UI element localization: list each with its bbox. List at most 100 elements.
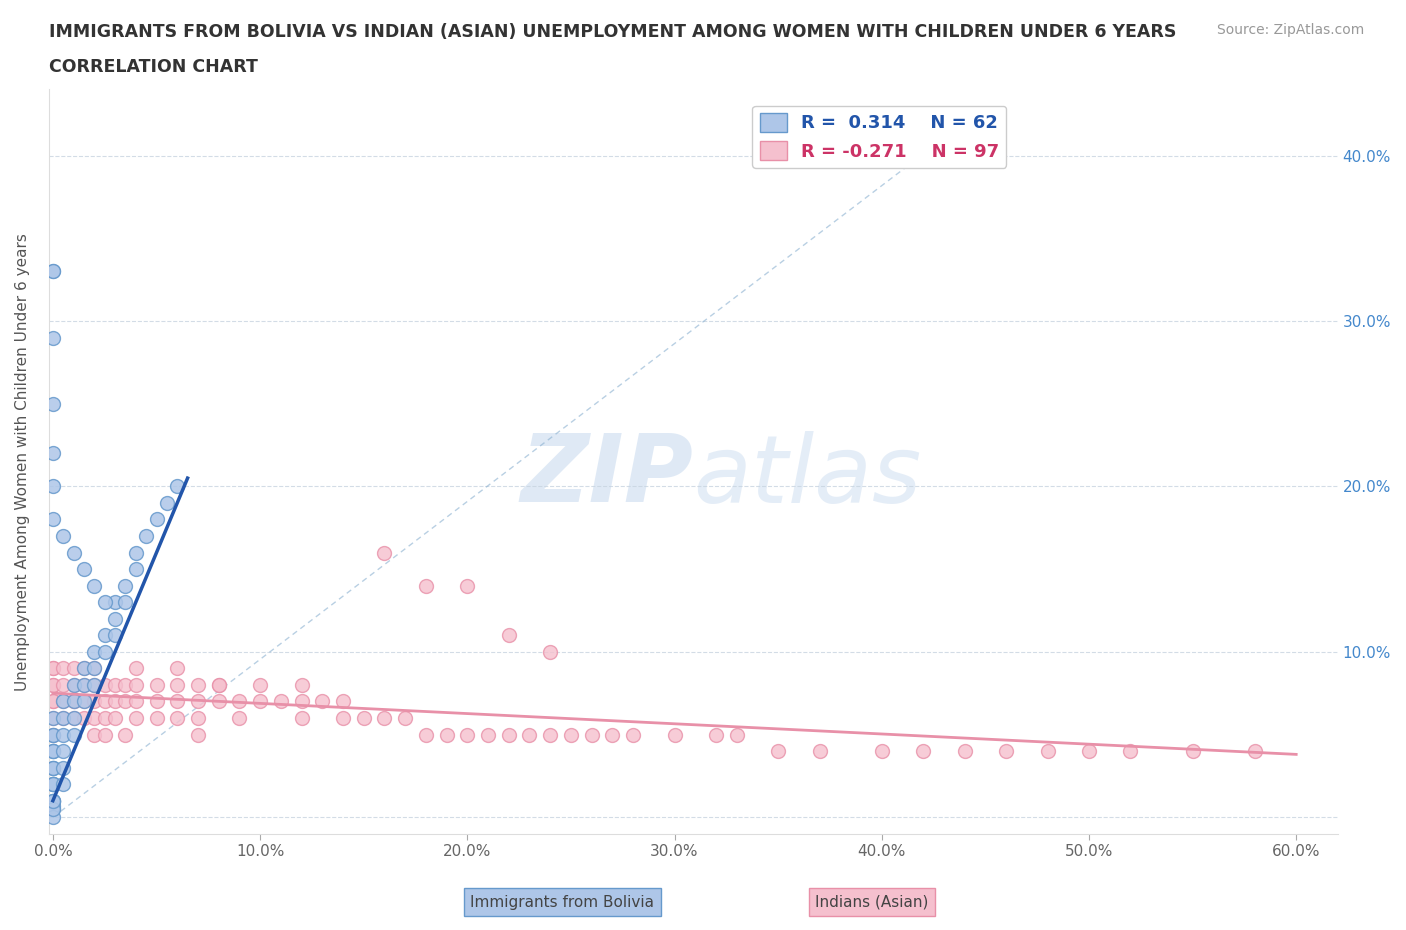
Point: [42, 777, 65, 791]
Point: [93, 694, 115, 709]
Point: [42, 677, 65, 692]
Point: [166, 694, 188, 709]
Point: [125, 661, 148, 676]
Point: [83, 661, 105, 676]
Point: [1243, 744, 1265, 759]
Text: CORRELATION CHART: CORRELATION CHART: [49, 58, 259, 75]
Point: [93, 595, 115, 610]
Point: [42, 661, 65, 676]
Point: [42, 793, 65, 808]
Point: [42, 760, 65, 775]
Point: [83, 711, 105, 725]
Point: [42, 802, 65, 817]
Point: [166, 677, 188, 692]
Point: [145, 694, 167, 709]
Point: [290, 677, 312, 692]
Point: [560, 727, 582, 742]
Text: Immigrants from Bolivia: Immigrants from Bolivia: [471, 895, 654, 910]
Point: [602, 727, 624, 742]
Point: [114, 677, 136, 692]
Point: [73, 677, 96, 692]
Text: ZIP: ZIP: [520, 431, 693, 523]
Point: [52, 711, 75, 725]
Point: [135, 528, 157, 543]
Point: [187, 711, 209, 725]
Point: [42, 798, 65, 813]
Point: [62, 694, 84, 709]
Point: [42, 777, 65, 791]
Point: [187, 727, 209, 742]
Point: [114, 727, 136, 742]
Point: [415, 727, 437, 742]
Point: [498, 727, 520, 742]
Point: [42, 727, 65, 742]
Point: [477, 727, 499, 742]
Point: [42, 396, 65, 411]
Point: [870, 744, 893, 759]
Point: [166, 661, 188, 676]
Point: [73, 661, 96, 676]
Point: [290, 711, 312, 725]
Point: [52, 727, 75, 742]
Point: [42, 802, 65, 817]
Point: [208, 677, 231, 692]
Point: [62, 694, 84, 709]
Text: Source: ZipAtlas.com: Source: ZipAtlas.com: [1216, 23, 1364, 37]
Point: [62, 727, 84, 742]
Point: [93, 711, 115, 725]
Point: [73, 711, 96, 725]
Point: [93, 628, 115, 643]
Point: [228, 694, 250, 709]
Point: [1181, 744, 1204, 759]
Point: [52, 528, 75, 543]
Point: [42, 727, 65, 742]
Point: [187, 694, 209, 709]
Point: [42, 694, 65, 709]
Point: [73, 677, 96, 692]
Point: [808, 744, 831, 759]
Point: [83, 694, 105, 709]
Point: [42, 744, 65, 759]
Point: [249, 677, 271, 692]
Point: [104, 595, 127, 610]
Point: [187, 677, 209, 692]
Point: [394, 711, 416, 725]
Point: [373, 545, 395, 560]
Point: [538, 644, 561, 659]
Y-axis label: Unemployment Among Women with Children Under 6 years: Unemployment Among Women with Children U…: [15, 232, 30, 691]
Point: [62, 694, 84, 709]
Point: [415, 578, 437, 593]
Point: [42, 793, 65, 808]
Point: [228, 711, 250, 725]
Point: [125, 677, 148, 692]
Point: [83, 661, 105, 676]
Point: [311, 694, 333, 709]
Point: [166, 711, 188, 725]
Point: [42, 793, 65, 808]
Point: [456, 727, 478, 742]
Point: [42, 661, 65, 676]
Point: [104, 611, 127, 626]
Point: [83, 677, 105, 692]
Point: [73, 694, 96, 709]
Point: [912, 744, 935, 759]
Point: [42, 512, 65, 527]
Point: [42, 264, 65, 279]
Text: IMMIGRANTS FROM BOLIVIA VS INDIAN (ASIAN) UNEMPLOYMENT AMONG WOMEN WITH CHILDREN: IMMIGRANTS FROM BOLIVIA VS INDIAN (ASIAN…: [49, 23, 1177, 41]
Point: [104, 711, 127, 725]
Point: [73, 661, 96, 676]
Point: [52, 661, 75, 676]
Point: [52, 694, 75, 709]
Point: [125, 711, 148, 725]
Point: [52, 777, 75, 791]
Point: [995, 744, 1018, 759]
Point: [249, 694, 271, 709]
Point: [42, 694, 65, 709]
Point: [166, 479, 188, 494]
Point: [62, 677, 84, 692]
Point: [704, 727, 727, 742]
Point: [42, 760, 65, 775]
Point: [1036, 744, 1059, 759]
Point: [42, 727, 65, 742]
Point: [42, 744, 65, 759]
